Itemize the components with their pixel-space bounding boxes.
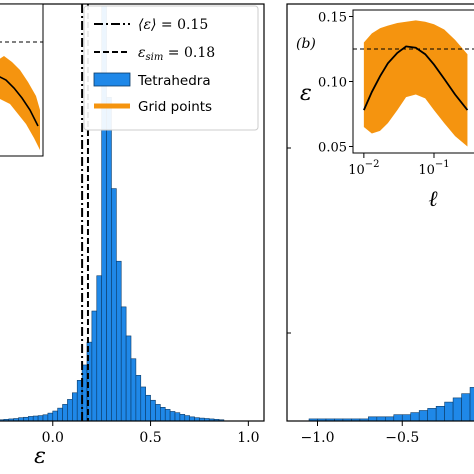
right-histogram-bar — [444, 401, 454, 422]
right-histogram-bar — [452, 397, 462, 422]
left-histogram-bar — [111, 188, 117, 422]
left-histogram-bar — [160, 407, 166, 422]
legend-label-sim-symbol: ε — [138, 45, 146, 61]
inset-x-tick-label: 10−2 — [348, 159, 379, 178]
left-x-tick-label: 0.5 — [139, 430, 161, 446]
legend-patch-swatch — [93, 72, 131, 87]
left-x-tick-label: 0.0 — [42, 430, 64, 446]
right-x-tick-label: −1.0 — [301, 430, 335, 446]
inset-y-tick-label: 0.05 — [318, 141, 347, 156]
left-histogram-bar — [150, 399, 156, 422]
left-axes-frame — [0, 3, 265, 422]
left-histogram-bar — [62, 404, 68, 422]
legend-entry-tetrahedra: Tetrahedra — [93, 72, 211, 89]
left-histogram-bar — [140, 386, 146, 422]
legend-label-sim-sub: sim — [146, 52, 164, 63]
left-histogram-bar — [179, 414, 186, 422]
left-histogram-bar — [47, 412, 54, 422]
right-histogram-bar — [410, 412, 420, 422]
left-histogram-bar — [174, 412, 181, 422]
left-mean-lines — [81, 4, 89, 421]
right-x-ticks: −1.0 −0.5 — [301, 421, 419, 446]
left-histogram-bar — [57, 407, 63, 422]
left-histogram-bar — [189, 416, 195, 422]
left-histogram-bar — [184, 415, 190, 422]
right-inset-x-label: ℓ — [428, 187, 438, 212]
left-histogram-bar — [116, 260, 122, 422]
right-histogram-bar — [385, 416, 395, 422]
left-histogram-bar — [96, 275, 102, 422]
right-panel: −1.0 −0.5 0.05 0.10 0.15 10−2 10−1 (b) ε ℓ — [286, 3, 474, 446]
legend-label-mean-symbol: ⟨ε⟩ — [138, 17, 156, 33]
left-histogram-bar — [37, 415, 44, 422]
left-panel: 0.0 0.5 1.0 ε ⟨ε⟩ = 0.15 εsim = 0.18 — [0, 3, 265, 469]
left-histogram-bar — [42, 414, 49, 422]
right-histogram-bar — [401, 414, 412, 422]
left-histogram-bar — [135, 375, 142, 422]
legend-entry-sim: εsim = 0.18 — [94, 45, 215, 63]
left-histogram-bar — [155, 404, 161, 422]
right-inset-band — [363, 20, 468, 147]
right-inset-x-ticks: 10−2 10−1 — [348, 153, 450, 178]
right-histogram-bar — [435, 405, 445, 422]
legend-label-sim-value: = 0.18 — [163, 45, 215, 61]
legend-entry-mean: ⟨ε⟩ = 0.15 — [94, 17, 208, 33]
inset-y-tick-label: 0.10 — [318, 76, 347, 91]
left-histogram-bar — [130, 358, 137, 422]
left-histogram-bar — [106, 97, 112, 422]
inset-y-tick-label: 0.15 — [318, 11, 347, 26]
left-histogram-bar — [125, 335, 132, 422]
legend-label-tetrahedra: Tetrahedra — [137, 73, 211, 89]
right-inset-panel-tag: (b) — [296, 36, 316, 52]
right-histogram-bar — [469, 387, 474, 422]
legend-entry-grid-points: Grid points — [94, 99, 212, 115]
left-histogram-bar — [120, 306, 127, 422]
left-histogram-bar — [164, 409, 171, 422]
right-inset-y-ticks: 0.05 0.10 0.15 — [318, 11, 353, 156]
legend-frame — [83, 5, 259, 131]
left-inset-band — [0, 56, 40, 150]
right-x-tick-label: −0.5 — [385, 430, 419, 446]
right-histogram-bar — [418, 410, 428, 422]
right-inset-mean-line — [363, 45, 469, 111]
left-histogram-bar — [28, 416, 34, 422]
left-inset — [0, 3, 44, 157]
left-histogram-bar — [72, 392, 78, 422]
left-histogram-bar — [52, 410, 58, 422]
svg-text:⟨ε⟩ = 0.15: ⟨ε⟩ = 0.15 — [138, 17, 208, 33]
right-histogram-bar — [427, 408, 437, 422]
left-histogram-bar — [32, 415, 39, 422]
right-histogram-bar — [368, 416, 378, 422]
inset-x-tick-label: 10−1 — [418, 159, 449, 178]
left-inset-mean-line — [0, 76, 39, 127]
right-histogram-bar — [376, 416, 386, 422]
left-x-axis-label: ε — [34, 444, 46, 469]
right-histogram-bar — [393, 414, 403, 422]
left-histogram-bar — [67, 399, 73, 422]
left-x-tick-label: 1.0 — [237, 430, 259, 446]
legend: ⟨ε⟩ = 0.15 εsim = 0.18 Tetrahedra Grid p… — [83, 5, 259, 131]
left-x-ticks: 0.0 0.5 1.0 — [42, 421, 259, 446]
left-histogram-bar — [145, 394, 151, 422]
legend-label-mean-value: = 0.15 — [156, 17, 208, 33]
right-histogram-bars — [308, 387, 474, 422]
right-axes-frame — [286, 3, 474, 422]
right-histogram-bar — [461, 393, 471, 422]
left-histogram-bar — [91, 310, 98, 422]
legend-label-grid-points: Grid points — [138, 99, 212, 115]
right-inset: 0.05 0.10 0.15 10−2 10−1 (b) ε ℓ — [296, 9, 474, 212]
right-inset-y-label: ε — [300, 81, 312, 106]
left-histogram-bar — [169, 411, 176, 422]
svg-text:εsim = 0.18: εsim = 0.18 — [138, 45, 215, 63]
